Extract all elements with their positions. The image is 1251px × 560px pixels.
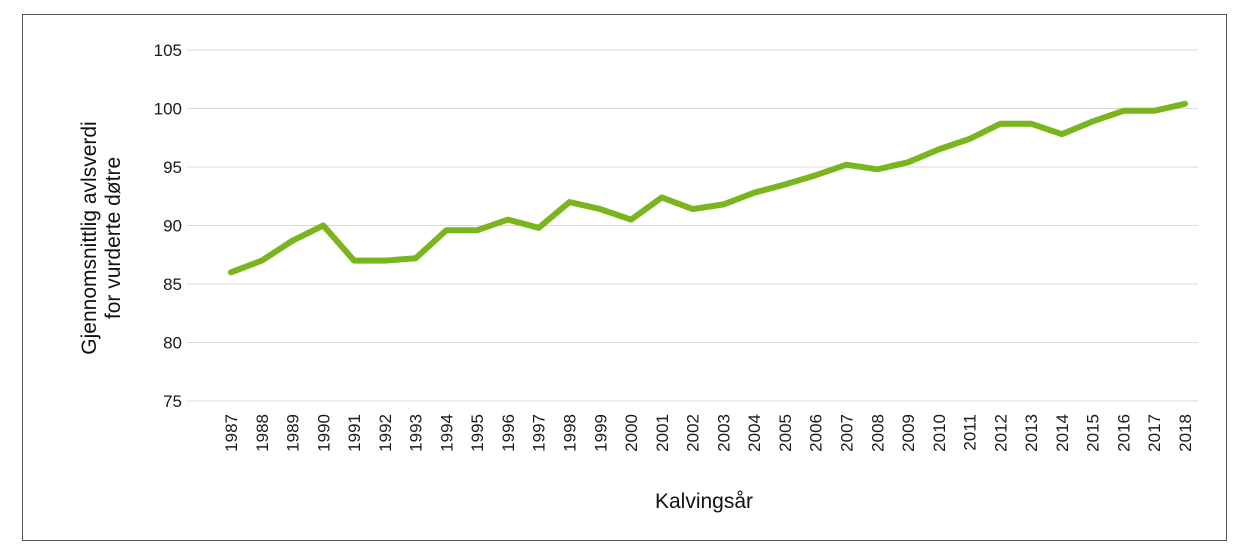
x-tick-label: 2000 <box>622 414 641 452</box>
x-tick-label: 1994 <box>437 414 456 452</box>
x-tick-label: 2015 <box>1084 414 1103 452</box>
x-tick-label: 2004 <box>745 414 764 452</box>
x-tick-label: 2014 <box>1053 414 1072 452</box>
x-tick-labels: 1987 1988 1989 1990 1991 1992 1993 1994 1995 1996… <box>222 414 1195 452</box>
x-tick-label: 2011 <box>961 414 980 451</box>
x-tick-label: 2016 <box>1114 414 1133 452</box>
x-tick-label: 1988 <box>253 414 272 452</box>
x-tick-label: 2010 <box>930 414 949 452</box>
y-tick-label: 80 <box>163 334 182 353</box>
y-tick-label: 85 <box>163 275 182 294</box>
y-tick-labels: 75 80 85 90 95 100 105 <box>154 41 182 411</box>
y-axis-title: Gjennomsnittlig avlsverdi for vurderte d… <box>78 121 125 354</box>
x-tick-label: 2006 <box>807 414 826 452</box>
x-tick-label: 2003 <box>714 414 733 452</box>
y-axis-title-line-2: for vurderte døtre <box>102 157 125 319</box>
x-axis-title: Kalvingsår <box>655 490 753 513</box>
x-tick-label: 2007 <box>837 414 856 452</box>
grid-layer <box>187 49 1198 402</box>
x-tick-label: 2012 <box>991 414 1010 452</box>
x-tick-label: 2008 <box>868 414 887 452</box>
x-tick-label: 1995 <box>468 414 487 452</box>
x-tick-label: 2018 <box>1176 414 1195 452</box>
y-tick-label: 95 <box>163 158 182 177</box>
x-tick-label: 1990 <box>314 414 333 452</box>
series-layer <box>228 100 1188 276</box>
x-tick-label: 1998 <box>561 414 580 452</box>
y-tick-label: 100 <box>154 100 182 119</box>
chart-frame: 75 80 85 90 95 100 105 1987 1988 1989 1990 1991 199… <box>22 14 1227 541</box>
x-tick-label: 2013 <box>1022 414 1041 452</box>
x-tick-label: 1987 <box>222 414 241 452</box>
x-tick-label: 2002 <box>684 414 703 452</box>
x-tick-label: 1992 <box>376 414 395 452</box>
x-tick-label: 1991 <box>345 414 364 452</box>
y-tick-label: 90 <box>163 217 182 236</box>
y-axis-title-line-1: Gjennomsnittlig avlsverdi <box>78 121 101 354</box>
x-tick-label: 1993 <box>407 414 426 452</box>
x-tick-label: 1989 <box>284 414 303 452</box>
x-tick-label: 2017 <box>1145 414 1164 452</box>
y-tick-label: 75 <box>163 392 182 411</box>
x-tick-label: 2009 <box>899 414 918 452</box>
series-line-0 <box>228 100 1188 276</box>
line-chart: 75 80 85 90 95 100 105 1987 1988 1989 1990 1991 199… <box>78 41 1198 513</box>
x-tick-label: 1999 <box>591 414 610 452</box>
x-tick-label: 2001 <box>653 414 672 452</box>
x-tick-label: 2005 <box>776 414 795 452</box>
y-tick-label: 105 <box>154 41 182 60</box>
x-tick-label: 1997 <box>530 414 549 452</box>
x-tick-label: 1996 <box>499 414 518 452</box>
